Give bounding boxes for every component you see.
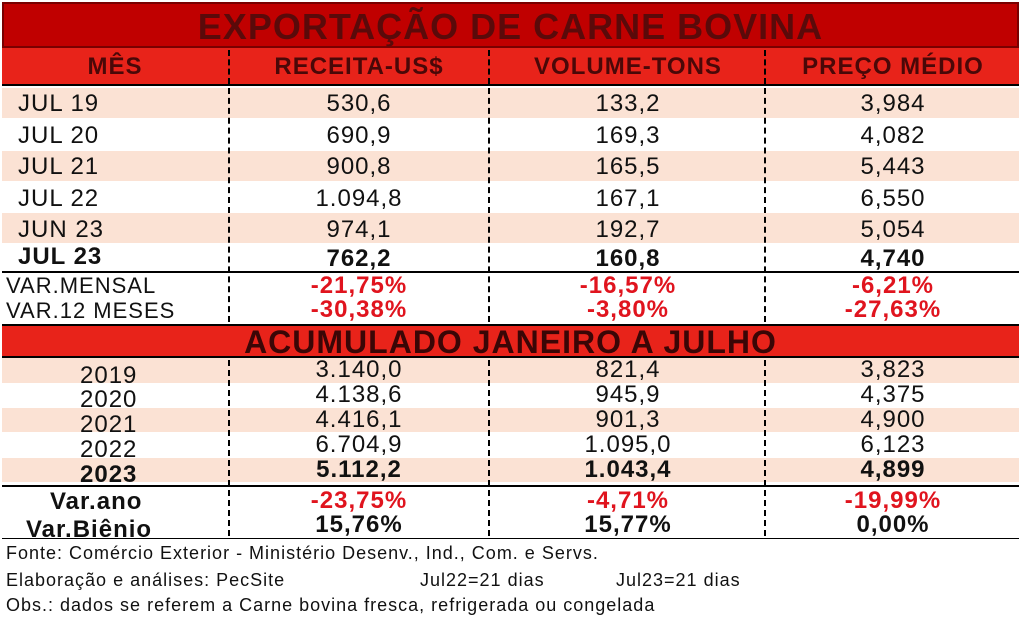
revenue-cell: 1.094,8	[315, 185, 403, 212]
row-label: JUL 22	[18, 185, 100, 212]
days-jul22: Jul22=21 dias	[420, 570, 545, 590]
price-cell: 3,984	[860, 90, 926, 117]
row-band	[2, 213, 1019, 243]
column-separator	[764, 50, 766, 84]
header-avg-price: PREÇO MÉDIO	[802, 53, 984, 80]
volume-cell: 1.095,0	[584, 431, 672, 458]
divider	[2, 538, 1019, 539]
column-separator	[488, 50, 490, 84]
days-jul23: Jul23=21 dias	[616, 570, 741, 590]
price-variation: 0,00%	[856, 511, 930, 538]
revenue-cell: 5.112,2	[316, 456, 402, 483]
header-month: MÊS	[87, 53, 143, 80]
title-bar: EXPORTAÇÃO DE CARNE BOVINA	[2, 2, 1019, 48]
column-separator	[488, 360, 490, 536]
volume-cell: 192,7	[595, 216, 661, 243]
column-separator	[488, 88, 490, 322]
volume-cell: 167,1	[595, 185, 661, 212]
price-cell: 4,740	[860, 245, 926, 272]
volume-cell: 169,3	[595, 122, 661, 149]
price-variation: -19,99%	[844, 487, 942, 514]
price-variation: -6,21%	[851, 272, 935, 299]
column-separator	[228, 50, 230, 84]
price-cell: 6,123	[860, 431, 926, 458]
row-label: JUL 21	[18, 153, 100, 180]
volume-variation: -16,57%	[579, 272, 677, 299]
row-label: JUL 19	[18, 90, 100, 117]
volume-variation: 15,77%	[584, 511, 672, 538]
year-label: 2020	[80, 386, 138, 413]
volume-cell: 165,5	[595, 153, 661, 180]
obs-note: Obs.: dados se referem a Carne bovina fr…	[6, 595, 656, 615]
revenue-cell: 690,9	[326, 122, 392, 149]
price-cell: 5,054	[860, 216, 926, 243]
volume-cell: 160,8	[595, 245, 661, 272]
column-separator	[228, 360, 230, 536]
revenue-cell: 900,8	[326, 153, 392, 180]
revenue-variation: -21,75%	[310, 272, 408, 299]
variation-label: VAR.12 MESES	[6, 298, 176, 323]
revenue-variation: 15,76%	[315, 511, 403, 538]
header-revenue: RECEITA-US$	[274, 53, 444, 80]
price-cell: 6,550	[860, 185, 926, 212]
year-label: 2023	[80, 461, 138, 488]
revenue-cell: 974,1	[326, 216, 392, 243]
revenue-cell: 3.140,0	[315, 356, 403, 383]
volume-cell: 901,3	[595, 406, 661, 433]
volume-variation: -4,71%	[586, 487, 670, 514]
header-volume: VOLUME-TONS	[534, 53, 722, 80]
volume-cell: 945,9	[595, 381, 661, 408]
price-cell: 3,823	[860, 356, 926, 383]
row-label: JUL 23	[18, 243, 103, 270]
variation-label: VAR.MENSAL	[6, 273, 157, 298]
volume-cell: 821,4	[595, 356, 661, 383]
row-band	[2, 408, 1019, 432]
year-label: 2021	[80, 411, 138, 438]
revenue-variation: -30,38%	[310, 296, 408, 323]
revenue-cell: 530,6	[326, 90, 392, 117]
elaboration-note: Elaboração e análises: PecSite	[6, 570, 286, 590]
page-title: EXPORTAÇÃO DE CARNE BOVINA	[197, 6, 824, 47]
variation-label: Var.ano	[50, 488, 143, 515]
revenue-cell: 4.416,1	[315, 406, 403, 433]
section-title: ACUMULADO JANEIRO A JULHO	[244, 324, 777, 360]
price-cell: 4,082	[860, 122, 926, 149]
section-header: ACUMULADO JANEIRO A JULHO	[2, 324, 1019, 358]
row-band	[2, 151, 1019, 181]
column-header-bar: MÊS RECEITA-US$ VOLUME-TONS PREÇO MÉDIO	[2, 48, 1019, 86]
row-band	[2, 358, 1019, 383]
revenue-cell: 762,2	[326, 245, 392, 272]
price-cell: 5,443	[860, 153, 926, 180]
row-band	[2, 88, 1019, 118]
revenue-variation: -23,75%	[310, 487, 408, 514]
price-variation: -27,63%	[844, 296, 942, 323]
row-band	[2, 458, 1019, 482]
variation-label: Var.Biênio	[26, 516, 153, 543]
divider	[2, 485, 1019, 487]
revenue-cell: 6.704,9	[315, 431, 403, 458]
divider	[2, 271, 1019, 273]
year-label: 2019	[80, 362, 138, 389]
revenue-cell: 4.138,6	[315, 381, 403, 408]
column-separator	[764, 88, 766, 322]
price-cell: 4,375	[860, 381, 926, 408]
volume-cell: 1.043,4	[584, 456, 672, 483]
row-label: JUL 20	[18, 122, 100, 149]
year-label: 2022	[80, 436, 138, 463]
volume-variation: -3,80%	[586, 296, 670, 323]
row-label: JUN 23	[18, 216, 105, 243]
column-separator	[228, 88, 230, 322]
volume-cell: 133,2	[595, 90, 661, 117]
source-note: Fonte: Comércio Exterior - Ministério De…	[6, 543, 599, 563]
column-separator	[764, 360, 766, 536]
price-cell: 4,900	[860, 406, 926, 433]
price-cell: 4,899	[860, 456, 926, 483]
